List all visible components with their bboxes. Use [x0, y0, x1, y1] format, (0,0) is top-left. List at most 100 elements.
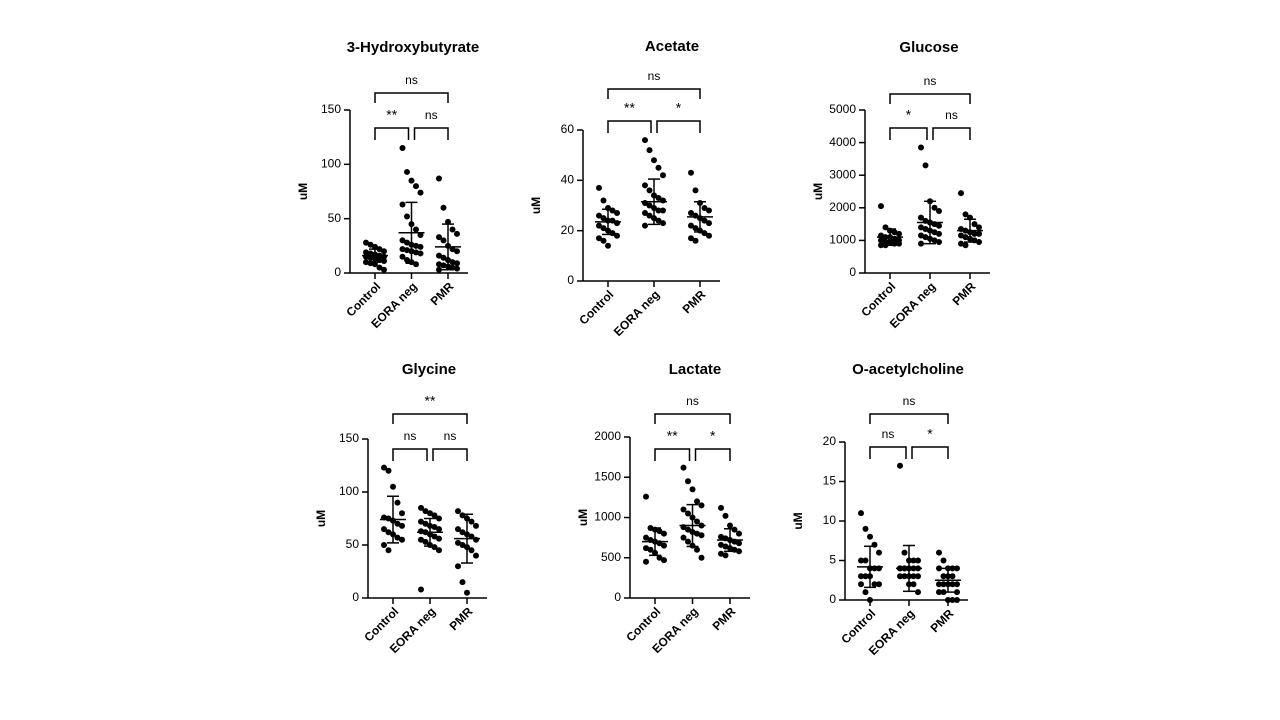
- data-point: [642, 137, 648, 144]
- data-point: [449, 259, 456, 266]
- data-point: [692, 187, 699, 194]
- significance-label: ns: [425, 108, 438, 122]
- data-point: [468, 547, 475, 554]
- data-point: [600, 237, 607, 244]
- data-point: [643, 558, 649, 565]
- y-tick-label: 0: [567, 273, 574, 287]
- data-point: [413, 249, 419, 256]
- data-point: [896, 240, 902, 247]
- data-point: [958, 190, 964, 197]
- data-point: [736, 548, 742, 555]
- data-point: [655, 164, 662, 171]
- data-point: [694, 518, 700, 525]
- data-point: [422, 520, 429, 527]
- data-point: [962, 211, 969, 218]
- data-point: [454, 248, 460, 255]
- data-point: [605, 242, 611, 249]
- data-point: [413, 242, 419, 249]
- data-point: [661, 557, 667, 564]
- data-point: [381, 248, 387, 255]
- x-tick-label: PMR: [928, 606, 957, 635]
- data-point: [596, 222, 602, 229]
- data-point: [680, 464, 687, 471]
- data-point: [718, 533, 724, 540]
- data-point: [915, 573, 921, 580]
- data-point: [954, 565, 960, 572]
- data-point: [876, 581, 882, 588]
- data-point: [473, 536, 479, 543]
- data-point: [646, 147, 653, 154]
- data-point: [436, 535, 442, 542]
- data-point: [971, 230, 978, 237]
- data-point: [394, 534, 401, 541]
- data-point: [706, 232, 712, 239]
- data-point: [399, 237, 406, 244]
- y-tick-label: 2000: [829, 200, 856, 214]
- significance-label: **: [425, 393, 436, 409]
- y-tick-label: 50: [346, 537, 360, 551]
- data-point: [440, 262, 447, 269]
- significance-bracket: [911, 446, 949, 459]
- data-point: [404, 247, 410, 254]
- data-point: [706, 207, 712, 214]
- x-tick-label: PMR: [447, 604, 476, 633]
- y-tick-label: 2000: [594, 429, 621, 443]
- data-point: [642, 182, 648, 189]
- data-point: [656, 528, 663, 535]
- data-point: [922, 225, 929, 232]
- data-point: [878, 237, 884, 244]
- data-point: [918, 144, 924, 151]
- data-point: [646, 202, 653, 209]
- data-point: [936, 549, 942, 556]
- data-point: [918, 232, 924, 239]
- significance-bracket: [654, 413, 731, 424]
- significance-label: *: [927, 426, 933, 442]
- data-point: [404, 213, 410, 220]
- data-point: [910, 573, 917, 580]
- significance-label: ns: [686, 394, 699, 408]
- data-point: [399, 201, 406, 208]
- significance-bracket: [654, 448, 691, 461]
- data-point: [736, 530, 742, 537]
- y-tick-label: 100: [339, 484, 359, 498]
- data-point: [931, 204, 938, 211]
- significance-bracket: [392, 448, 428, 461]
- data-point: [931, 237, 938, 244]
- data-point: [897, 462, 903, 469]
- data-point: [706, 220, 712, 227]
- data-point: [436, 234, 442, 241]
- x-tick-label: EORA neg: [611, 287, 663, 339]
- data-point: [936, 230, 942, 237]
- significance-bracket: [889, 93, 971, 104]
- y-tick-label: 20: [561, 223, 575, 237]
- significance-bracket: [694, 448, 731, 461]
- data-point: [936, 239, 942, 246]
- significance-bracket: [374, 92, 449, 103]
- data-point: [643, 545, 649, 552]
- data-point: [689, 486, 696, 493]
- y-tick-label: 5000: [829, 102, 856, 116]
- data-point: [698, 554, 705, 561]
- data-point: [418, 504, 424, 511]
- data-point: [878, 242, 884, 249]
- data-point: [661, 542, 667, 549]
- data-point: [685, 478, 691, 485]
- x-tick-label: PMR: [950, 279, 979, 308]
- data-point: [404, 168, 410, 175]
- data-point: [945, 597, 951, 603]
- significance-bracket: [869, 413, 949, 424]
- data-point: [685, 538, 691, 545]
- data-point: [971, 221, 978, 228]
- data-point: [381, 542, 387, 548]
- data-point: [862, 525, 869, 532]
- data-point: [897, 573, 903, 580]
- data-point: [455, 539, 461, 546]
- data-point: [363, 249, 369, 256]
- data-point: [858, 581, 864, 588]
- data-point: [656, 554, 663, 561]
- chart-title: 3-Hydroxybutyrate: [347, 39, 480, 56]
- data-point: [915, 589, 921, 596]
- data-point: [417, 189, 424, 196]
- chart-title: Glycine: [402, 361, 456, 378]
- data-point: [381, 258, 387, 265]
